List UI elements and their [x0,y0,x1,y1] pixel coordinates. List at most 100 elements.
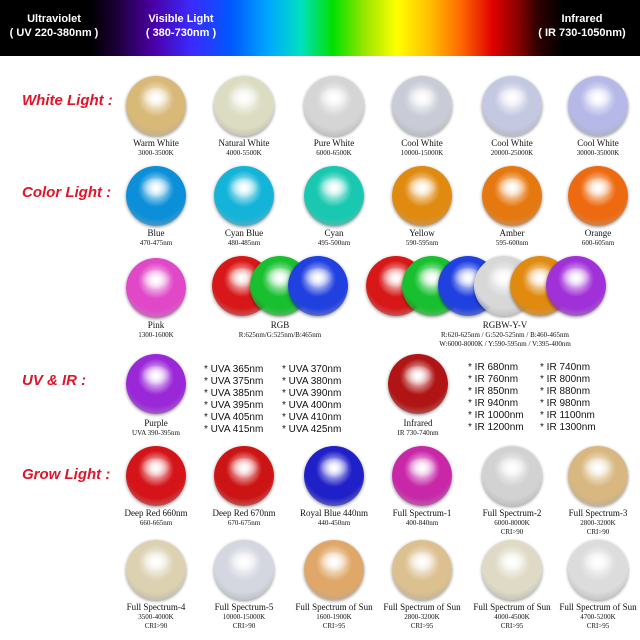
led-caption-purple: Purple UVA 390-395nm [106,418,206,438]
led-name: Full Spectrum of Sun [383,602,461,612]
led-name: Full Spectrum of Sun [295,602,373,612]
led-spec: 4000-5500K [226,149,262,157]
led-cri: CRI>95 [410,622,434,630]
wavelength-item: * IR 1000nm [468,410,524,421]
infrared-range: ( IR 730-1050nm) [538,27,626,39]
wavelength-item: * IR 760nm [468,374,519,385]
led-spec: 1300-1600K [138,331,174,339]
led-name: Full Spectrum-5 [214,602,274,612]
led-spec: 660-665nm [139,519,173,527]
led-spec: R:625nm/G:525nm/B:465nm [238,331,322,339]
rgbwyv-led-5 [546,256,606,316]
led-name: Purple [144,418,168,428]
led-white_leds-2 [304,76,364,136]
led-spec: IR 730-740nm [397,429,439,437]
led-color_leds-5 [568,166,628,226]
led-spec: 590-595nm [405,239,439,247]
led-caption-rgb: RGB R:625nm/G:525nm/B:465nm [210,320,350,340]
led-name: Pink [147,320,165,330]
wavelength-item: * IR 800nm [540,374,591,385]
led-caption-grow_row1-1: Deep Red 670nm 670-675nm [194,508,294,528]
wavelength-item: * UVA 410nm [282,412,342,423]
led-caption-color_leds-5: Orange 600-605nm [548,228,640,248]
led-name: Cyan Blue [224,228,264,238]
led-spec: 2800-3200K [404,613,440,621]
wavelength-item: * UVA 405nm [204,412,264,423]
wavelength-item: * IR 850nm [468,386,519,397]
led-caption-grow_row2-1: Full Spectrum-5 10000-15000K CRI>90 [194,602,294,631]
led-caption-color_leds-3: Yellow 590-595nm [372,228,472,248]
led-grow_row2-4 [482,540,542,600]
led-caption-color_leds-1: Cyan Blue 480-485nm [194,228,294,248]
led-spec: 30000-35000K [576,149,620,157]
led-caption-grow_row2-3: Full Spectrum of Sun 2800-3200K CRI>95 [372,602,472,631]
grow-light-heading: Grow Light : [22,466,111,483]
wavelength-item: * UVA 400nm [282,400,342,411]
led-name: Full Spectrum-1 [392,508,452,518]
led-name: Blue [147,228,165,238]
led-grow_row1-3 [392,446,452,506]
led-name: Yellow [409,228,435,238]
led-caption-white_leds-0: Warm White 3000-3500K [106,138,206,158]
led-caption-grow_row1-3: Full Spectrum-1 400-840nm [372,508,472,528]
led-name: Cyan [324,228,344,238]
uva-list-1: * UVA 365nm * UVA 375nm * UVA 385nm * UVA 3… [204,364,263,436]
led-caption-rgbwyv: RGBW-Y-V R:620-625nm / G:520-525nm / B:4… [380,320,630,349]
led-spec: 400-840nm [405,519,439,527]
led-cri: CRI>95 [322,622,346,630]
wavelength-item: * UVA 375nm [204,376,264,387]
led-caption-grow_row2-2: Full Spectrum of Sun 1600-1900K CRI>95 [284,602,384,631]
led-name: RGB [270,320,290,330]
led-color_leds-1 [214,166,274,226]
led-name: Infrared [403,418,433,428]
led-name: RGBW-Y-V [482,320,528,330]
led-color_leds-0 [126,166,186,226]
wavelength-item: * IR 940nm [468,398,519,409]
led-caption-grow_row1-2: Royal Blue 440nm 440-450nm [284,508,384,528]
rgb-led-2 [288,256,348,316]
wavelength-item: * UVA 385nm [204,388,264,399]
visible-light-label: Visible Light ( 380-730nm ) [126,12,236,40]
led-spec: 600-605nm [581,239,615,247]
led-name: Cool White [577,138,619,148]
led-caption-white_leds-1: Natural White 4000-5500K [194,138,294,158]
led-white_leds-1 [214,76,274,136]
led-caption-white_leds-3: Cool White 10000-15000K [372,138,472,158]
led-caption-grow_row1-4: Full Spectrum-2 6000-8000K CRI>90 [462,508,562,537]
visible-light-range: ( 380-730nm ) [145,27,217,39]
wavelength-item: * IR 1200nm [468,422,524,433]
wavelength-item: * UVA 390nm [282,388,342,399]
led-spec: W:6000-8000K / Y:590-595nm / V:395-400nm [439,340,571,348]
led-spec: UVA 390-395nm [132,429,180,437]
wavelength-item: * IR 1300nm [540,422,596,433]
led-spec: 440-450nm [317,519,351,527]
led-white_leds-3 [392,76,452,136]
led-name: Amber [499,228,525,238]
ultraviolet-label: Ultraviolet ( UV 220-380nm ) [4,12,104,40]
led-spec: 670-675nm [227,519,261,527]
led-pink [126,258,186,318]
uv-ir-heading: UV & IR : [22,372,87,389]
led-caption-pink: Pink 1300-1600K [106,320,206,340]
led-caption-white_leds-4: Cool White 20000-25000K [462,138,562,158]
led-white_leds-0 [126,76,186,136]
led-name: Full Spectrum-2 [482,508,542,518]
led-caption-color_leds-2: Cyan 495-500nm [284,228,384,248]
led-caption-grow_row2-0: Full Spectrum-4 3500-4000K CRI>90 [106,602,206,631]
led-infrared [388,354,448,414]
wavelength-item: * IR 680nm [468,362,519,373]
led-color_leds-2 [304,166,364,226]
led-name: Warm White [133,138,179,148]
led-spec: 470-475nm [139,239,173,247]
led-caption-grow_row2-5: Full Spectrum of Sun 4700-5200K CRI>95 [548,602,640,631]
led-spec: 2800-3200K [580,519,616,527]
led-white_leds-4 [482,76,542,136]
led-name: Cool White [401,138,443,148]
infrared-label: Infrared ( IR 730-1050nm) [528,12,636,40]
led-spec: 480-485nm [227,239,261,247]
wavelength-item: * UVA 380nm [282,376,342,387]
wavelength-item: * IR 880nm [540,386,591,397]
led-grow_row2-5 [568,540,628,600]
led-grow_row2-0 [126,540,186,600]
led-name: Full Spectrum of Sun [473,602,551,612]
